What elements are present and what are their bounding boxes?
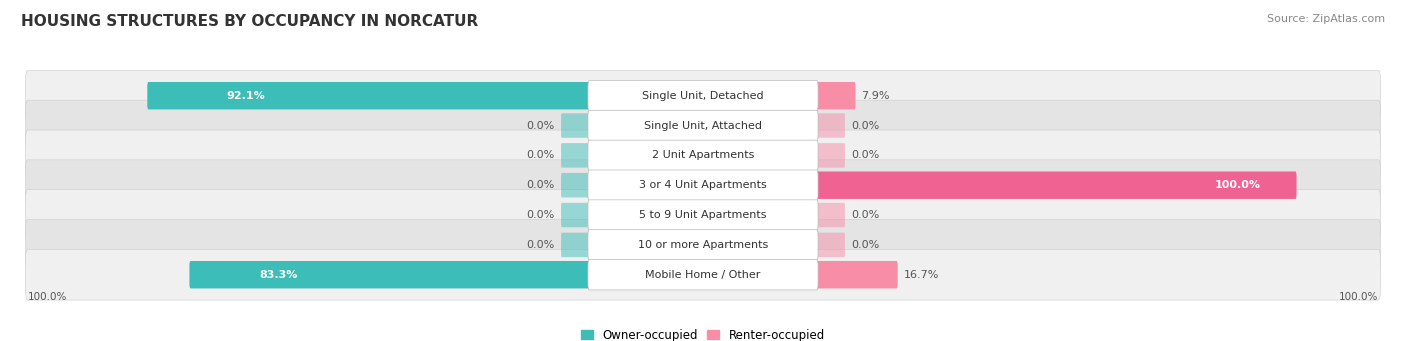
Text: 0.0%: 0.0% [851, 120, 879, 131]
Text: 0.0%: 0.0% [527, 150, 555, 160]
FancyBboxPatch shape [588, 80, 818, 111]
Text: Source: ZipAtlas.com: Source: ZipAtlas.com [1267, 14, 1385, 24]
FancyBboxPatch shape [25, 249, 1381, 300]
Text: Single Unit, Detached: Single Unit, Detached [643, 91, 763, 101]
FancyBboxPatch shape [588, 170, 818, 201]
Text: 83.3%: 83.3% [259, 270, 298, 280]
FancyBboxPatch shape [561, 143, 591, 168]
FancyBboxPatch shape [588, 260, 818, 290]
FancyBboxPatch shape [190, 261, 591, 288]
FancyBboxPatch shape [25, 130, 1381, 181]
Text: 0.0%: 0.0% [851, 210, 879, 220]
Text: 100.0%: 100.0% [1339, 292, 1378, 302]
Legend: Owner-occupied, Renter-occupied: Owner-occupied, Renter-occupied [576, 324, 830, 341]
FancyBboxPatch shape [561, 203, 591, 227]
Text: 0.0%: 0.0% [851, 150, 879, 160]
FancyBboxPatch shape [815, 82, 855, 109]
FancyBboxPatch shape [815, 113, 845, 138]
Text: 7.9%: 7.9% [862, 91, 890, 101]
Text: HOUSING STRUCTURES BY OCCUPANCY IN NORCATUR: HOUSING STRUCTURES BY OCCUPANCY IN NORCA… [21, 14, 478, 29]
Text: 0.0%: 0.0% [851, 240, 879, 250]
FancyBboxPatch shape [561, 233, 591, 257]
FancyBboxPatch shape [815, 172, 1296, 199]
FancyBboxPatch shape [588, 110, 818, 141]
FancyBboxPatch shape [588, 200, 818, 230]
Text: 0.0%: 0.0% [527, 240, 555, 250]
FancyBboxPatch shape [561, 113, 591, 138]
FancyBboxPatch shape [25, 70, 1381, 121]
Text: 5 to 9 Unit Apartments: 5 to 9 Unit Apartments [640, 210, 766, 220]
FancyBboxPatch shape [815, 261, 897, 288]
Text: 10 or more Apartments: 10 or more Apartments [638, 240, 768, 250]
FancyBboxPatch shape [815, 143, 845, 168]
FancyBboxPatch shape [815, 233, 845, 257]
FancyBboxPatch shape [25, 100, 1381, 151]
Text: Single Unit, Attached: Single Unit, Attached [644, 120, 762, 131]
FancyBboxPatch shape [561, 173, 591, 197]
FancyBboxPatch shape [148, 82, 591, 109]
Text: 16.7%: 16.7% [904, 270, 939, 280]
Text: Mobile Home / Other: Mobile Home / Other [645, 270, 761, 280]
Text: 0.0%: 0.0% [527, 180, 555, 190]
Text: 3 or 4 Unit Apartments: 3 or 4 Unit Apartments [640, 180, 766, 190]
FancyBboxPatch shape [815, 203, 845, 227]
FancyBboxPatch shape [588, 230, 818, 260]
Text: 2 Unit Apartments: 2 Unit Apartments [652, 150, 754, 160]
FancyBboxPatch shape [25, 220, 1381, 270]
Text: 100.0%: 100.0% [1215, 180, 1261, 190]
Text: 0.0%: 0.0% [527, 210, 555, 220]
FancyBboxPatch shape [588, 140, 818, 170]
Text: 0.0%: 0.0% [527, 120, 555, 131]
FancyBboxPatch shape [25, 160, 1381, 210]
Text: 100.0%: 100.0% [28, 292, 67, 302]
Text: 92.1%: 92.1% [226, 91, 264, 101]
FancyBboxPatch shape [25, 190, 1381, 240]
